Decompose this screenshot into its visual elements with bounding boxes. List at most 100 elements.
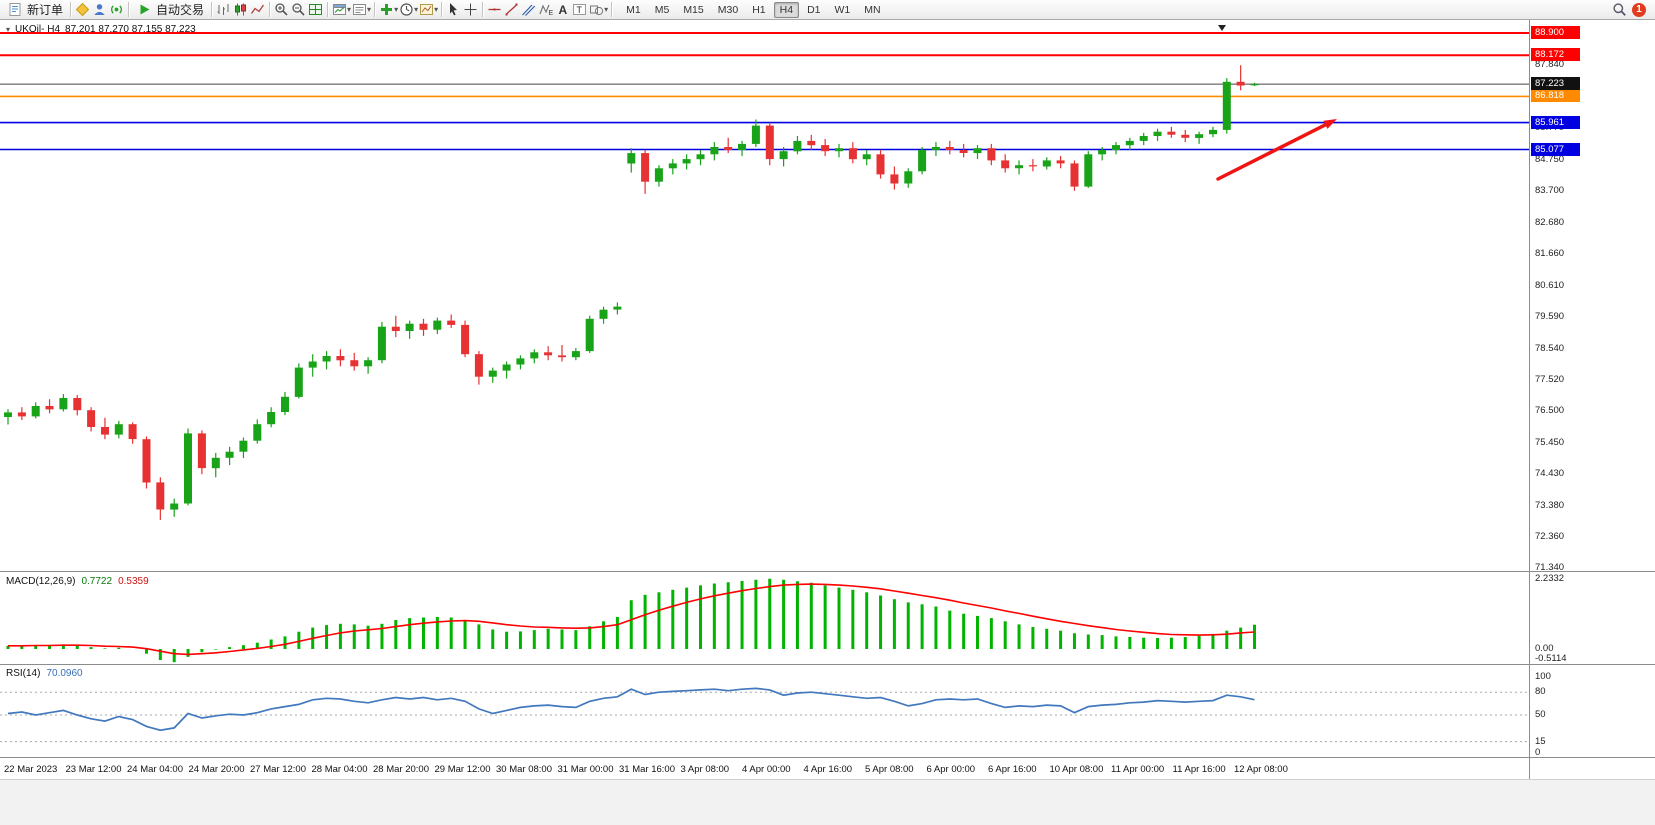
profiles-caret-icon[interactable]: ▾ bbox=[367, 5, 372, 14]
timeframe-button-H4[interactable]: H4 bbox=[773, 1, 800, 18]
candle-body bbox=[239, 440, 248, 452]
price-axis-label: 82.680 bbox=[1535, 216, 1565, 228]
trend-arrow-head[interactable] bbox=[1323, 119, 1337, 129]
new-order-button[interactable]: 新订单 bbox=[3, 1, 67, 19]
timeframe-button-H1[interactable]: H1 bbox=[752, 3, 766, 16]
panel-divider-rsi[interactable] bbox=[0, 664, 1655, 665]
candle-body bbox=[599, 309, 608, 319]
templates-icon[interactable] bbox=[418, 1, 435, 18]
time-axis-label: 23 Mar 12:00 bbox=[65, 764, 122, 775]
periods-icon[interactable] bbox=[398, 1, 415, 18]
toolbar-separator bbox=[327, 2, 329, 17]
text-tool-icon[interactable]: A bbox=[554, 1, 571, 18]
main-price-chart[interactable] bbox=[0, 20, 1529, 571]
search-icon[interactable] bbox=[1611, 1, 1628, 18]
svg-text:A: A bbox=[559, 3, 568, 17]
profiles-icon[interactable] bbox=[351, 1, 368, 18]
time-axis-label: 31 Mar 00:00 bbox=[557, 764, 614, 775]
community-icon[interactable] bbox=[91, 1, 108, 18]
templates-caret-icon[interactable]: ▾ bbox=[434, 5, 439, 14]
timeframe-button-D1[interactable]: D1 bbox=[807, 3, 821, 16]
crosshair-icon[interactable] bbox=[462, 1, 479, 18]
current-price-badge: 87.223 bbox=[1531, 77, 1580, 91]
candle-body bbox=[530, 352, 539, 359]
cursor-icon[interactable] bbox=[445, 1, 462, 18]
signals-icon[interactable] bbox=[108, 1, 125, 18]
indicators-caret-icon[interactable]: ▾ bbox=[394, 5, 399, 14]
candle-body bbox=[1236, 81, 1245, 86]
time-axis-label: 11 Apr 00:00 bbox=[1111, 764, 1165, 775]
periods-caret-icon[interactable]: ▾ bbox=[414, 5, 419, 14]
time-axis-label: 4 Apr 16:00 bbox=[803, 764, 853, 775]
bar-chart-type-icon[interactable] bbox=[215, 1, 232, 18]
candle-body bbox=[128, 424, 137, 440]
candle-body bbox=[1222, 81, 1231, 130]
time-axis-label: 31 Mar 16:00 bbox=[619, 764, 675, 775]
toolbar-separator bbox=[211, 2, 213, 17]
timeframe-button-M30[interactable]: M30 bbox=[717, 3, 739, 16]
new-chart-caret-icon[interactable]: ▾ bbox=[347, 5, 352, 14]
market-icon[interactable] bbox=[74, 1, 91, 18]
price-axis-label: 74.430 bbox=[1535, 467, 1565, 479]
auto-trading-button[interactable]: 自动交易 bbox=[132, 1, 208, 19]
candle-body bbox=[461, 324, 470, 355]
rsi-axis-label: 0 bbox=[1535, 747, 1541, 758]
candle-body bbox=[4, 412, 12, 417]
candle-body bbox=[197, 433, 206, 469]
candle-body bbox=[447, 320, 456, 325]
shapes-caret-icon[interactable]: ▾ bbox=[604, 5, 609, 14]
auto-trading-label: 自动交易 bbox=[156, 3, 205, 17]
notification-badge[interactable]: 1 bbox=[1632, 2, 1646, 17]
price-axis-label: 72.360 bbox=[1535, 531, 1565, 542]
horizontal-line-tool-icon[interactable] bbox=[486, 1, 503, 18]
rsi-label: RSI(14) bbox=[6, 668, 41, 679]
macd-panel[interactable] bbox=[0, 572, 1529, 664]
trendline-tool-icon[interactable] bbox=[503, 1, 520, 18]
timeframe-button-M5[interactable]: M5 bbox=[654, 3, 670, 16]
zoom-out-icon[interactable] bbox=[290, 1, 307, 18]
panel-divider-macd[interactable] bbox=[0, 571, 1655, 572]
timeframe-button-M15[interactable]: M15 bbox=[683, 3, 704, 16]
price-axis-label: 80.610 bbox=[1535, 279, 1565, 291]
macd-label: MACD(12,26,9) bbox=[6, 576, 76, 587]
candle-body bbox=[184, 433, 192, 504]
elliott-tool-icon[interactable]: E bbox=[537, 1, 554, 18]
panel-divider-timeaxis bbox=[0, 757, 1655, 758]
bottom-strip bbox=[0, 779, 1655, 825]
indicators-icon[interactable] bbox=[378, 1, 395, 18]
timeframe-button-W1[interactable]: W1 bbox=[834, 3, 851, 16]
text-label-tool-icon[interactable]: T bbox=[571, 1, 588, 18]
line-chart-type-icon[interactable] bbox=[249, 1, 266, 18]
price-line-badge: 88.172 bbox=[1531, 48, 1580, 62]
trend-arrow[interactable] bbox=[1216, 122, 1328, 181]
macd-axis-label: 0.00 bbox=[1535, 643, 1554, 654]
time-axis-label: 30 Mar 08:00 bbox=[496, 764, 552, 775]
chart-shift-marker-icon[interactable] bbox=[1218, 25, 1226, 31]
time-axis[interactable]: 22 Mar 2023 23 Mar 12:00 24 Mar 04:00 24 Ma… bbox=[0, 758, 1529, 779]
rsi-panel[interactable] bbox=[0, 665, 1529, 757]
candle-body bbox=[1112, 145, 1120, 150]
candlestick-chart-type-icon[interactable] bbox=[232, 1, 249, 18]
price-line-badge: 86.818 bbox=[1531, 89, 1580, 103]
new-chart-icon[interactable] bbox=[331, 1, 348, 18]
zoom-in-icon[interactable] bbox=[273, 1, 290, 18]
candle-body bbox=[668, 163, 677, 169]
candle-body bbox=[1098, 150, 1107, 155]
candle-body bbox=[391, 326, 400, 331]
candle-body bbox=[433, 320, 442, 330]
tile-windows-icon[interactable] bbox=[307, 1, 324, 18]
price-axis-label: 77.520 bbox=[1535, 373, 1565, 385]
timeframe-group: M1 M5 M15 M30 H1 H4 D1 W1 MN bbox=[619, 1, 887, 18]
time-axis-label: 29 Mar 12:00 bbox=[434, 764, 491, 775]
candle-body bbox=[835, 148, 843, 152]
timeframe-button-MN[interactable]: MN bbox=[864, 3, 881, 16]
price-line-badge: 85.077 bbox=[1531, 142, 1580, 156]
candle-body bbox=[308, 361, 317, 368]
price-axis[interactable]: 87.84085.77084.75083.70082.68081.66080.6… bbox=[1529, 0, 1655, 825]
timeframe-button-M1[interactable]: M1 bbox=[626, 3, 641, 16]
channel-tool-icon[interactable] bbox=[520, 1, 537, 18]
toolbar-separator bbox=[70, 2, 72, 17]
shapes-tool-icon[interactable] bbox=[588, 1, 605, 18]
toolbar: 新订单 自动交易 bbox=[0, 0, 1655, 20]
